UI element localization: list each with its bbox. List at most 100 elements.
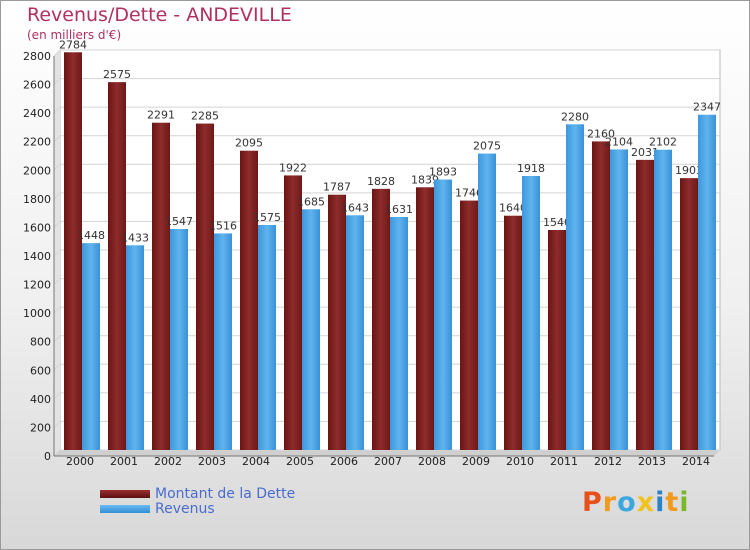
bar-dette — [592, 141, 610, 450]
y-tick-label: 600 — [30, 364, 51, 377]
data-label: 2075 — [473, 140, 501, 153]
logo-letter: r — [602, 487, 618, 518]
gridline-side — [53, 278, 61, 285]
y-tick-label: 2000 — [23, 164, 51, 177]
gridline-side — [53, 221, 61, 228]
gridline-side — [53, 78, 61, 85]
bar-revenus — [390, 217, 408, 450]
y-tick-label: 1800 — [23, 193, 51, 206]
gridline-side — [53, 249, 61, 257]
data-label: 1640 — [499, 202, 527, 215]
bar-dette — [284, 175, 302, 450]
bar-dette — [196, 123, 214, 451]
x-tick-label: 2004 — [242, 455, 270, 468]
bar-revenus — [522, 176, 540, 450]
y-tick-label: 1400 — [23, 250, 51, 263]
y-tick-label: 2400 — [23, 107, 51, 120]
data-label: 2285 — [191, 110, 219, 123]
bar-dette — [108, 82, 126, 451]
bar-revenus — [346, 215, 364, 450]
x-tick-label: 2002 — [154, 455, 182, 468]
bar-dette — [64, 52, 82, 451]
data-label: 2095 — [235, 137, 263, 150]
bar-dette — [240, 150, 258, 450]
bar-revenus — [126, 245, 144, 450]
x-tick-label: 2011 — [550, 455, 578, 468]
data-label: 2104 — [605, 135, 633, 148]
legend-label-dette: Montant de la Dette — [155, 486, 296, 502]
data-label: 1828 — [367, 175, 395, 188]
chart-title: Revenus/Dette - ANDEVILLE — [27, 4, 292, 26]
bar-dette — [416, 187, 434, 451]
bar-revenus — [610, 149, 628, 450]
y-tick-label: 2200 — [23, 136, 51, 149]
bar-revenus — [566, 124, 584, 451]
gridline-side — [53, 163, 61, 171]
data-label: 1787 — [323, 181, 351, 194]
data-label: 2102 — [649, 136, 677, 149]
gridline-side — [53, 49, 61, 57]
bar-dette — [636, 159, 654, 450]
gridline-side — [53, 135, 61, 143]
x-tick-label: 2005 — [286, 455, 314, 468]
bar-revenus — [654, 149, 672, 450]
bar-revenus — [478, 153, 496, 451]
x-tick-label: 2010 — [506, 455, 534, 468]
data-label: 1685 — [297, 195, 325, 208]
bar-revenus — [434, 179, 452, 451]
x-tick-label: 2003 — [198, 455, 226, 468]
data-label: 1631 — [385, 203, 413, 216]
gridline-side — [53, 192, 61, 200]
data-label: 2280 — [561, 110, 589, 123]
bar-revenus — [302, 209, 320, 450]
bar-revenus — [258, 225, 276, 450]
gridline-side — [53, 106, 61, 114]
logo-letter: i — [655, 487, 666, 518]
gridline-side — [53, 392, 61, 400]
y-tick-label: 2800 — [23, 50, 51, 63]
gridline-side — [53, 335, 61, 343]
legend-swatch-revenus — [100, 505, 150, 513]
data-label: 2575 — [103, 68, 131, 81]
y-tick-label: 0 — [44, 450, 51, 463]
data-label: 2347 — [693, 101, 721, 114]
data-label: 1643 — [341, 201, 369, 214]
gridline-side — [53, 421, 61, 428]
data-label: 1540 — [543, 216, 571, 229]
bar-dette — [548, 230, 566, 450]
data-label: 1433 — [121, 231, 149, 244]
data-label: 2784 — [59, 38, 87, 51]
y-tick-label: 1000 — [23, 307, 51, 320]
bar-dette — [328, 194, 346, 450]
y-tick-label: 1600 — [23, 221, 51, 234]
logo-letter: i — [679, 487, 690, 518]
y-tick-label: 400 — [30, 393, 51, 406]
data-label: 1839 — [411, 173, 439, 186]
x-tick-label: 2014 — [682, 455, 710, 468]
y-tick-label: 1200 — [23, 279, 51, 292]
legend-swatch-dette — [100, 490, 150, 498]
bar-chart: 0 200 400 600 800 1000 1200 1400 1600 1800 2000 220… — [23, 38, 721, 468]
gridline-side — [53, 449, 61, 457]
logo-letter: o — [617, 487, 637, 518]
bar-revenus — [82, 243, 100, 450]
data-label: 1547 — [165, 215, 193, 228]
x-tick-label: 2013 — [638, 455, 666, 468]
bar-revenus — [214, 233, 232, 450]
gridline-side — [53, 306, 61, 314]
data-label: 1575 — [253, 211, 281, 224]
data-label: 1903 — [675, 164, 703, 177]
x-tick-label: 2000 — [66, 455, 94, 468]
logo-letter: t — [665, 487, 680, 518]
y-tick-label: 800 — [30, 336, 51, 349]
bar-revenus — [170, 229, 188, 450]
x-tick-label: 2009 — [462, 455, 490, 468]
x-tick-label: 2008 — [418, 455, 446, 468]
bar-revenus — [698, 114, 716, 450]
data-label: 1516 — [209, 219, 237, 232]
plot-floor — [54, 450, 720, 456]
data-label: 1918 — [517, 162, 545, 175]
y-tick-label: 2600 — [23, 79, 51, 92]
bar-dette — [504, 215, 522, 450]
legend-label-revenus: Revenus — [155, 501, 215, 517]
